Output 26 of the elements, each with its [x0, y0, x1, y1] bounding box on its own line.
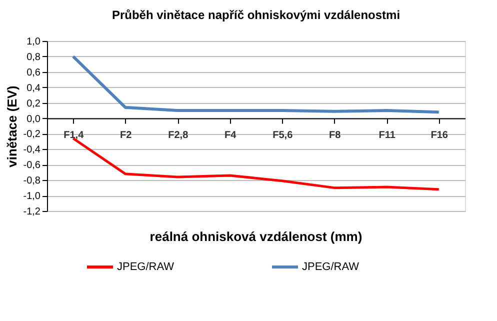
- y-tick-label: -0,6: [23, 160, 41, 172]
- x-tick-label: F5,6: [272, 130, 294, 141]
- y-tick-label: 0,0: [26, 114, 41, 125]
- y-tick-label: -0,4: [23, 144, 41, 156]
- x-tick-label: F4: [224, 130, 237, 141]
- y-tick-label: -0,8: [23, 176, 41, 187]
- x-axis-title: reálná ohnisková vzdálenost (mm): [150, 229, 362, 244]
- x-tick-label: F16: [430, 130, 448, 141]
- y-tick-label: -1,2: [23, 206, 41, 218]
- y-tick-label: 1,0: [26, 36, 41, 48]
- x-tick-label: F8: [329, 130, 342, 141]
- chart-title: Průběh vinětace napříč ohniskovými vzdálenostmi: [112, 8, 400, 22]
- legend-label: JPEG/RAW: [302, 261, 360, 273]
- x-tick-label: F11: [378, 130, 396, 141]
- y-tick-label: 0,8: [26, 52, 41, 63]
- y-axis-title: vinětace (EV): [4, 86, 20, 168]
- y-tick-label: 0,4: [26, 82, 41, 94]
- legend-label: JPEG/RAW: [117, 261, 175, 273]
- x-tick-label: F1,4: [64, 130, 84, 141]
- y-tick-label: -0,2: [23, 129, 41, 140]
- line-series: [72, 54, 440, 114]
- y-tick-label: 0,6: [26, 67, 41, 78]
- x-tick-label: F2,8: [168, 130, 189, 141]
- y-tick-label: -1,0: [23, 191, 41, 202]
- y-tick-label: 0,2: [26, 98, 41, 110]
- x-tick-label: F2: [120, 130, 132, 141]
